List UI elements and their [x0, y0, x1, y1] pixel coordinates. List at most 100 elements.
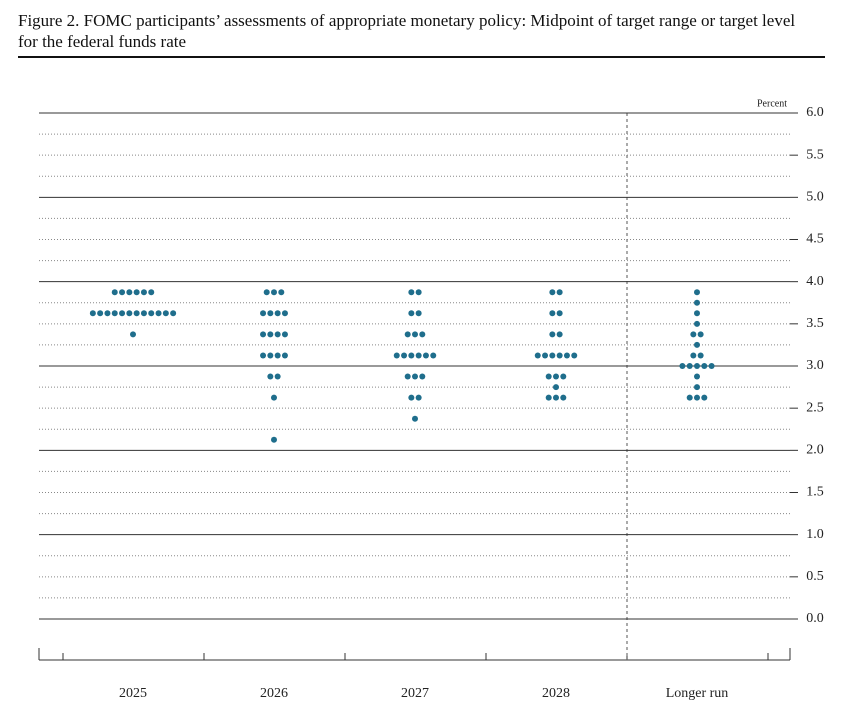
dot	[694, 310, 700, 317]
dot	[155, 310, 162, 317]
dot	[542, 352, 549, 359]
dot	[560, 394, 567, 401]
dot	[686, 363, 693, 369]
dot	[694, 320, 700, 327]
dot	[404, 373, 411, 380]
y-tick-label: 6.0	[806, 105, 824, 120]
y-tick-label: 4.5	[806, 232, 824, 247]
y-tick-label: 0.5	[806, 569, 824, 584]
dot	[111, 310, 118, 317]
dot	[694, 373, 700, 380]
dot	[694, 363, 700, 369]
x-tick-label: Longer run	[666, 686, 729, 701]
dot	[281, 352, 288, 359]
y-tick-label: 1.5	[806, 485, 824, 500]
dot	[126, 289, 133, 296]
dot	[267, 373, 274, 380]
dot	[419, 331, 426, 338]
y-tick-label: 4.0	[806, 274, 824, 289]
dot	[278, 289, 285, 296]
dot	[119, 289, 126, 296]
dot	[412, 415, 418, 422]
dot	[274, 310, 281, 317]
dot	[549, 289, 556, 296]
dot	[556, 310, 563, 317]
dot	[694, 394, 700, 401]
dot	[140, 289, 147, 296]
dot	[563, 352, 570, 359]
y-tick-label: 2.0	[806, 443, 824, 458]
dot	[430, 352, 437, 359]
dot	[274, 331, 281, 338]
y-tick-label: 3.0	[806, 358, 824, 373]
dot	[408, 394, 415, 401]
x-tick-label: 2027	[401, 686, 429, 701]
dot	[545, 373, 552, 380]
dot	[549, 310, 556, 317]
x-tick-label: 2026	[260, 686, 288, 701]
dot	[393, 352, 400, 359]
dot	[556, 289, 563, 296]
dot	[553, 394, 559, 401]
dot	[422, 352, 429, 359]
dot	[140, 310, 147, 317]
dot	[130, 331, 136, 338]
x-axis	[38, 648, 791, 661]
dot	[133, 289, 140, 296]
dot	[133, 310, 140, 317]
dot	[263, 289, 270, 296]
dot	[260, 352, 267, 359]
chart-title: Figure 2. FOMC participants’ assessments…	[18, 11, 796, 51]
dot	[260, 331, 267, 338]
dot	[556, 352, 563, 359]
y-tick-label: 2.5	[806, 400, 824, 415]
dot	[162, 310, 169, 317]
y-tick-label: 0.0	[806, 611, 824, 626]
dot	[104, 310, 111, 317]
y-tick-label: 5.5	[806, 147, 824, 162]
y-tick-label: 5.0	[806, 190, 824, 205]
dot	[281, 331, 288, 338]
dot	[401, 352, 408, 359]
dot	[690, 352, 697, 359]
dot	[701, 394, 708, 401]
dot	[412, 373, 418, 380]
dot	[694, 289, 700, 296]
dot	[126, 310, 133, 317]
dot	[274, 352, 281, 359]
dot	[549, 331, 556, 338]
dot	[274, 373, 281, 380]
dot	[419, 373, 426, 380]
dot	[694, 341, 700, 348]
dot	[408, 289, 415, 296]
dot	[281, 310, 288, 317]
dot	[701, 363, 708, 369]
dot	[534, 352, 541, 359]
dot	[408, 352, 415, 359]
dot	[415, 310, 422, 317]
dot	[271, 394, 277, 401]
x-tick-label: 2025	[119, 686, 147, 701]
dot	[271, 436, 277, 443]
dot	[267, 331, 274, 338]
y-tick-label: 1.0	[806, 527, 824, 542]
dot	[267, 352, 274, 359]
dot	[148, 289, 155, 296]
dot	[89, 310, 96, 317]
dot	[549, 352, 556, 359]
dot	[553, 384, 559, 391]
dot	[556, 331, 563, 338]
dot	[260, 310, 267, 317]
dot	[415, 352, 422, 359]
y-axis-label: Percent	[757, 98, 787, 109]
x-tick-label: 2028	[542, 686, 570, 701]
dot	[97, 310, 104, 317]
dot	[170, 310, 177, 317]
dot	[697, 331, 704, 338]
dot	[560, 373, 567, 380]
dot	[271, 289, 277, 296]
dot	[119, 310, 126, 317]
dot	[267, 310, 274, 317]
